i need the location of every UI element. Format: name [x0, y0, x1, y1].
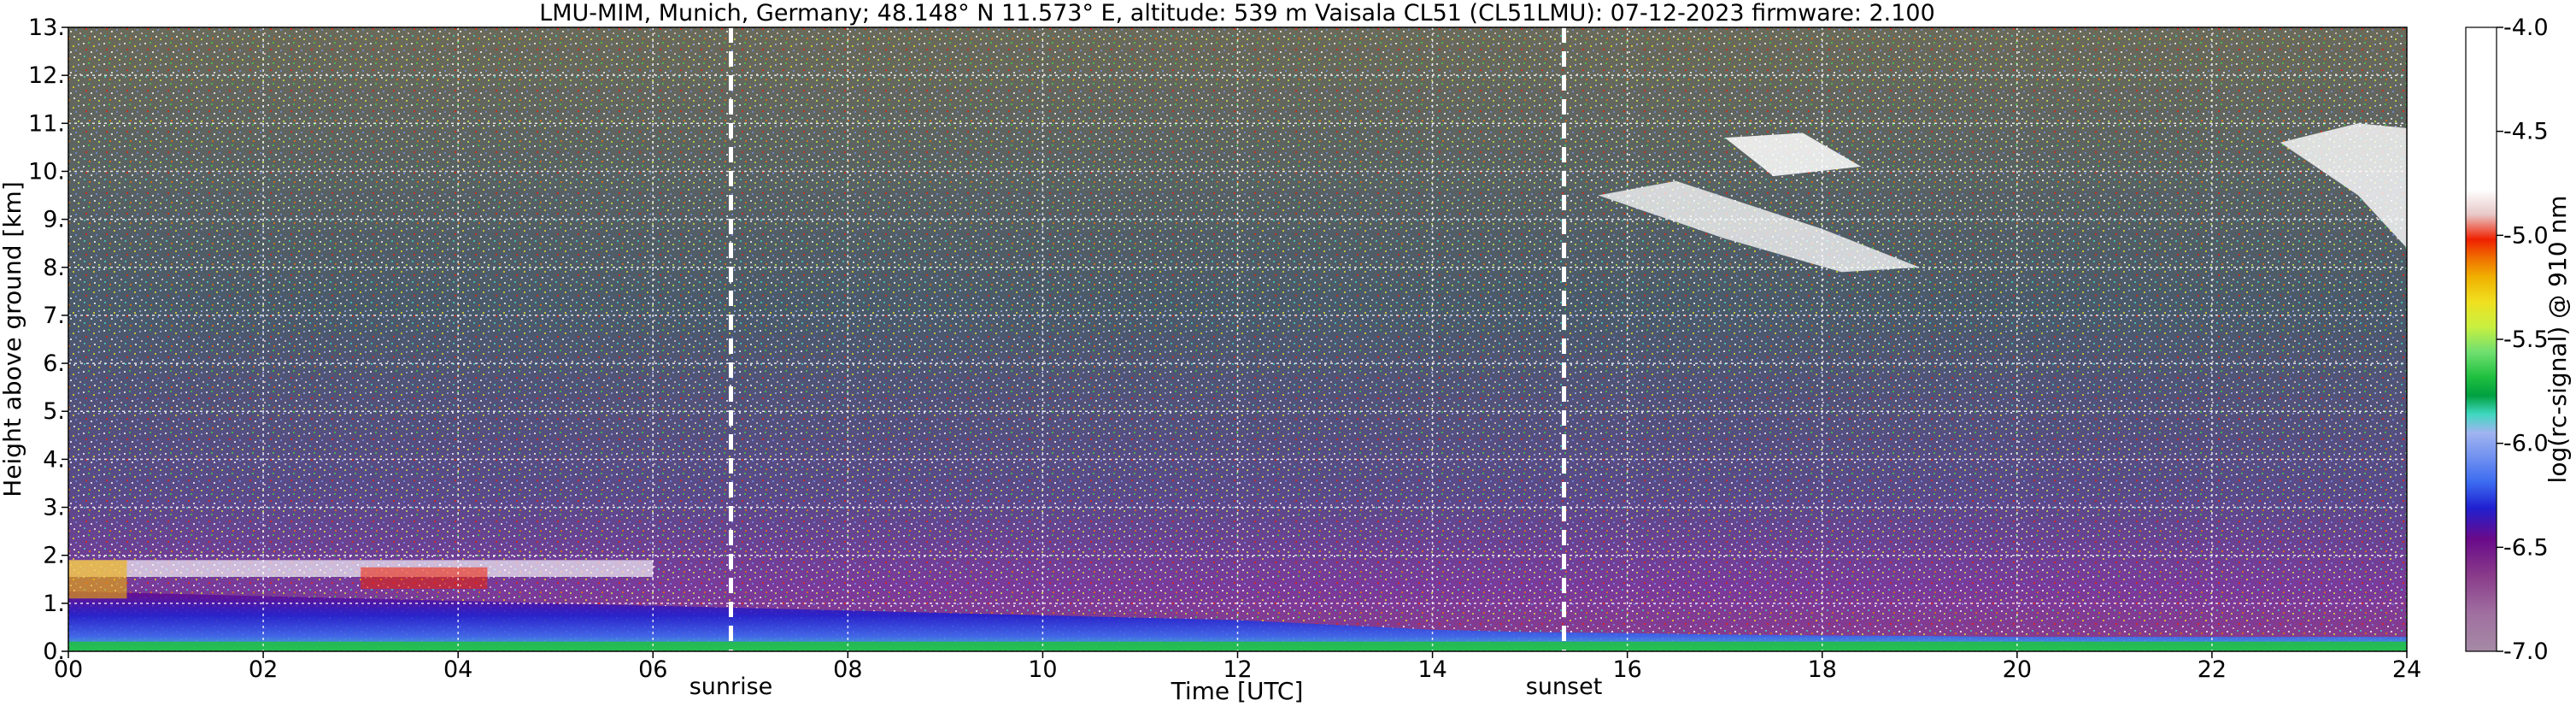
x-tick-label: 22	[2198, 656, 2227, 683]
y-tick-label: 2.	[43, 543, 65, 569]
y-axis: 0. 1. 2. 3. 4. 5. 6. 7. 8. 9. 10. 11. 12. 13.	[28, 15, 68, 665]
colorbar-tick-label: -4.5	[2503, 119, 2549, 145]
colorbar-scale	[2465, 26, 2497, 652]
sunrise-label: sunrise	[689, 674, 773, 700]
x-tick-label: 04	[443, 656, 472, 683]
cirrus-cloud	[2280, 123, 2407, 249]
x-tick-label: 24	[2392, 656, 2421, 683]
colorbar-ticks: -7.0 -6.5 -6.0 -5.5 -5.0 -4.5 -4.0	[2497, 15, 2549, 665]
colorbar-tick-label: -5.0	[2503, 222, 2549, 249]
colorbar-tick-label: -6.5	[2503, 534, 2549, 561]
y-tick-label: 4.	[43, 446, 65, 473]
y-tick-label: 9.	[43, 207, 65, 233]
y-tick-label: 1.	[43, 591, 65, 617]
y-tick-label: 12.	[28, 62, 65, 89]
colorbar-label: log(rc-signal) @ 910 nm	[2544, 196, 2572, 484]
sunset-label: sunset	[1526, 674, 1603, 700]
y-tick-label: 3.	[43, 495, 65, 521]
x-tick-label: 20	[2003, 656, 2032, 683]
colorbar-tick-label: -6.0	[2503, 431, 2549, 457]
colorbar-tick-label: -5.5	[2503, 327, 2549, 353]
y-tick-label: 13.	[28, 15, 65, 41]
surface-layer-band	[68, 641, 2407, 651]
low-cloud-edge	[68, 560, 127, 599]
x-tick-label: 10	[1028, 656, 1057, 683]
cirrus-cloud	[1598, 180, 1920, 273]
colorbar: -7.0 -6.5 -6.0 -5.5 -5.0 -4.5 -4.0 log(rc-sign…	[2465, 15, 2572, 665]
x-tick-label: 02	[249, 656, 278, 683]
x-tick-label: 06	[638, 656, 667, 683]
x-axis-label: Time [UTC]	[1171, 677, 1304, 705]
x-tick-label: 18	[1808, 656, 1837, 683]
chart-title: LMU-MIM, Munich, Germany; 48.148° N 11.5…	[539, 0, 1935, 26]
y-tick-label: 0.	[43, 638, 65, 665]
low-cloud-core	[361, 567, 488, 589]
x-tick-label: 12	[1223, 656, 1252, 683]
x-tick-label: 00	[54, 656, 83, 683]
colorbar-tick-label: -4.0	[2503, 15, 2549, 41]
y-tick-label: 7.	[43, 303, 65, 329]
y-tick-label: 10.	[28, 158, 65, 185]
y-tick-label: 5.	[43, 398, 65, 425]
x-tick-label: 14	[1417, 656, 1446, 683]
cirrus-cloud	[1724, 132, 1862, 177]
sun-markers: sunrise sunset	[689, 27, 1603, 700]
y-tick-label: 6.	[43, 350, 65, 377]
colorbar-tick-label: -7.0	[2503, 638, 2549, 665]
x-tick-label: 08	[833, 656, 862, 683]
y-axis-label: Height above ground [km]	[0, 181, 26, 497]
y-tick-label: 8.	[43, 255, 65, 281]
y-tick-label: 11.	[28, 110, 65, 137]
x-axis: 00 02 04 06 08 10 12 14 16 18 20 22 24	[54, 651, 2421, 683]
x-tick-label: 16	[1612, 656, 1641, 683]
